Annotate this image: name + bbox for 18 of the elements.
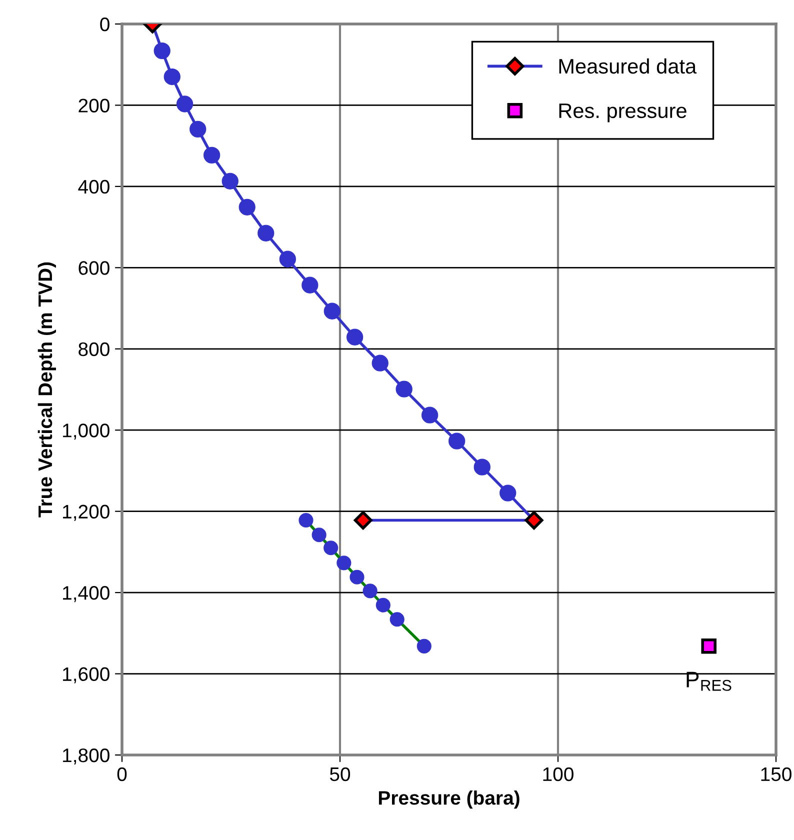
y-tick-label: 1,600 bbox=[63, 667, 110, 684]
x-tick-label: 150 bbox=[761, 767, 792, 782]
x-tick-label: 0 bbox=[117, 767, 127, 782]
x-tick-label: 100 bbox=[543, 767, 574, 782]
y-tick-label: 1,800 bbox=[63, 748, 110, 765]
y-tick-label: 800 bbox=[78, 342, 110, 356]
y-tick-label: 1,000 bbox=[63, 424, 110, 440]
y-axis-title: True Vertical Depth (m TVD) bbox=[38, 262, 56, 518]
y-tick-label: 200 bbox=[78, 98, 110, 112]
x-axis-title: Pressure (bara) bbox=[378, 790, 520, 809]
y-tick-label: 1,400 bbox=[63, 586, 110, 602]
x-tick-label: 50 bbox=[330, 767, 350, 782]
legend-label: Measured data bbox=[559, 58, 697, 74]
legend-label: Res. pressure bbox=[559, 104, 686, 122]
y-tick-label: 400 bbox=[78, 180, 110, 194]
y-tick-label: 600 bbox=[78, 261, 110, 275]
y-tick-label: 0 bbox=[100, 17, 110, 32]
y-tick-label: 1,200 bbox=[63, 504, 110, 521]
